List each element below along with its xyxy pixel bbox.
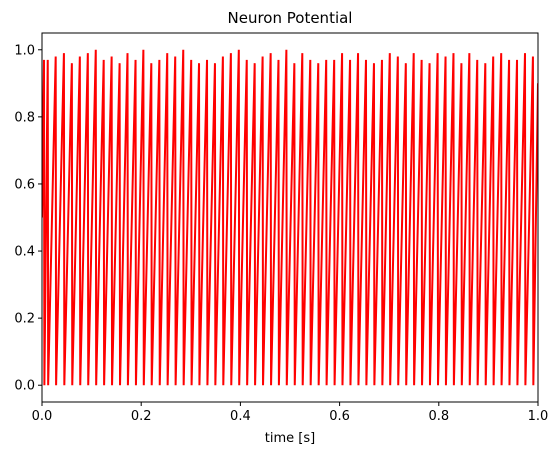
y-axis: 0.0 0.2 0.4 0.6 0.8 1.0 [14, 43, 42, 394]
x-tick-label: 0.6 [329, 409, 350, 424]
y-tick-label: 0.8 [14, 110, 35, 125]
plot-frame [41, 32, 539, 403]
y-tick-label: 0.6 [14, 177, 35, 192]
x-tick-label: 0.8 [428, 409, 449, 424]
x-tick-label: 0.0 [32, 409, 53, 424]
y-tick-label: 1.0 [14, 43, 35, 58]
x-tick-label: 1.0 [528, 409, 549, 424]
series-line-0 [42, 49, 538, 386]
x-tick-label: 0.2 [131, 409, 152, 424]
y-tick-label: 0.4 [14, 245, 35, 260]
chart-title: Neuron Potential [228, 9, 353, 27]
y-tick-label: 0.0 [14, 379, 35, 394]
x-axis-label: time [s] [265, 431, 315, 446]
x-axis: 0.0 0.2 0.4 0.6 0.8 1.0 [32, 402, 549, 424]
y-tick-label: 0.2 [14, 312, 35, 327]
x-tick-label: 0.4 [230, 409, 251, 424]
plot-area [41, 32, 539, 403]
